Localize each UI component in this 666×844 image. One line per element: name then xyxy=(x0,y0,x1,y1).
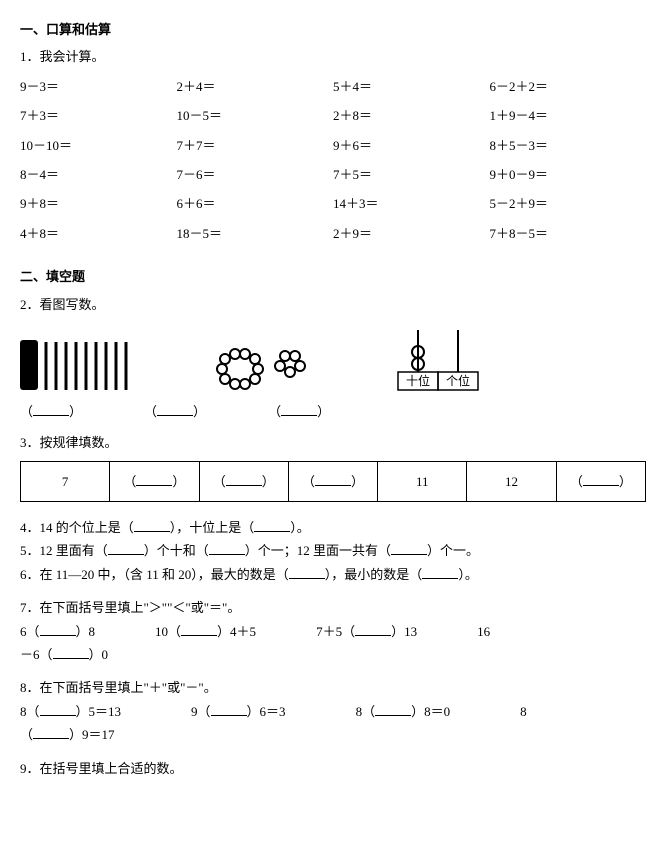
fig-abacus: 十位 个位 xyxy=(380,328,490,394)
q1-cell: 10－5＝ xyxy=(177,104,334,127)
q3-cell: 7 xyxy=(21,461,110,501)
q1-label: 1．我会计算。 xyxy=(20,45,646,68)
q1-cell: 2＋8＝ xyxy=(333,104,490,127)
section2-title: 二、填空题 xyxy=(20,265,646,288)
q1-cell: 18－5＝ xyxy=(177,222,334,245)
svg-text:十位: 十位 xyxy=(406,373,430,388)
q8-item: 9（）6＝3 xyxy=(191,700,286,723)
q1-row: 9＋8＝6＋6＝14＋3＝5－2＋9＝ xyxy=(20,192,646,215)
q7-label: 7．在下面括号里填上"＞""＜"或"＝"。 xyxy=(20,596,646,619)
q7-item: 16 xyxy=(477,620,490,643)
fig-sticks xyxy=(20,336,150,394)
q7-items: 6（）8 10（）4＋5 7＋5（）13 16 xyxy=(20,620,646,643)
q8-item: 8 xyxy=(520,700,527,723)
q1-cell: 7＋5＝ xyxy=(333,163,490,186)
svg-text:个位: 个位 xyxy=(446,373,470,388)
q8-label: 8．在下面括号里填上"＋"或"－"。 xyxy=(20,676,646,699)
q7-item: 10（）4＋5 xyxy=(155,620,256,643)
fig-beads xyxy=(210,344,320,394)
q1-cell: 9＋8＝ xyxy=(20,192,177,215)
q9-label: 9．在括号里填上合适的数。 xyxy=(20,757,646,780)
q1-cell: 9－3＝ xyxy=(20,75,177,98)
q1-row: 8－4＝7－6＝7＋5＝9＋0－9＝ xyxy=(20,163,646,186)
q8-item: 8（）5＝13 xyxy=(20,700,121,723)
q1-cell: 8＋5－3＝ xyxy=(490,134,647,157)
q3-cell: （） xyxy=(199,461,288,501)
q3-cell: （） xyxy=(110,461,199,501)
q1-cell: 2＋4＝ xyxy=(177,75,334,98)
q1-cell: 5＋4＝ xyxy=(333,75,490,98)
q1-cell: 7＋3＝ xyxy=(20,104,177,127)
q1-row: 4＋8＝18－5＝2＋9＝7＋8－5＝ xyxy=(20,222,646,245)
q3-cell: 12 xyxy=(467,461,556,501)
q1-cell: 1＋9－4＝ xyxy=(490,104,647,127)
q1-cell: 9＋6＝ xyxy=(333,134,490,157)
q3-cell: （） xyxy=(556,461,645,501)
q2-answer-blanks: （） （） （） xyxy=(20,400,646,423)
q1-cell: 8－4＝ xyxy=(20,163,177,186)
q3-cell: （） xyxy=(288,461,377,501)
q1-cell: 6－2＋2＝ xyxy=(490,75,647,98)
q3-cell: 11 xyxy=(378,461,467,501)
q3-label: 3．按规律填数。 xyxy=(20,431,646,454)
q7-item: 7＋5（）13 xyxy=(316,620,417,643)
q2-figures: 十位 个位 xyxy=(20,328,646,394)
q1-cell: 7＋7＝ xyxy=(177,134,334,157)
q8-item: 8（）8＝0 xyxy=(356,700,451,723)
q7-item: 6（）8 xyxy=(20,620,95,643)
q1-cell: 7＋8－5＝ xyxy=(490,222,647,245)
q1-cell: 10－10＝ xyxy=(20,134,177,157)
q1-row: 10－10＝7＋7＝9＋6＝8＋5－3＝ xyxy=(20,134,646,157)
q7-line2: －6（）0 xyxy=(20,643,646,666)
q1-cell: 7－6＝ xyxy=(177,163,334,186)
q1-cell: 4＋8＝ xyxy=(20,222,177,245)
q1-row: 7＋3＝10－5＝2＋8＝1＋9－4＝ xyxy=(20,104,646,127)
q1-grid: 9－3＝2＋4＝5＋4＝6－2＋2＝7＋3＝10－5＝2＋8＝1＋9－4＝10－… xyxy=(20,75,646,245)
q5: 5．12 里面有（）个十和（）个一；12 里面一共有（）个一。 xyxy=(20,539,646,562)
section1-title: 一、口算和估算 xyxy=(20,18,646,41)
q4: 4．14 的个位上是（），十位上是（）。 xyxy=(20,516,646,539)
q1-cell: 2＋9＝ xyxy=(333,222,490,245)
q1-cell: 14＋3＝ xyxy=(333,192,490,215)
q8-items: 8（）5＝13 9（）6＝3 8（）8＝0 8 xyxy=(20,700,646,723)
q2-label: 2．看图写数。 xyxy=(20,293,646,316)
q1-row: 9－3＝2＋4＝5＋4＝6－2＋2＝ xyxy=(20,75,646,98)
q1-cell: 5－2＋9＝ xyxy=(490,192,647,215)
q6: 6．在 11—20 中，（含 11 和 20），最大的数是（），最小的数是（）。 xyxy=(20,563,646,586)
q3-table: 7（）（）（）1112（） xyxy=(20,461,646,502)
q1-cell: 6＋6＝ xyxy=(177,192,334,215)
q1-cell: 9＋0－9＝ xyxy=(490,163,647,186)
q8-line2: （）9＝17 xyxy=(20,723,646,746)
